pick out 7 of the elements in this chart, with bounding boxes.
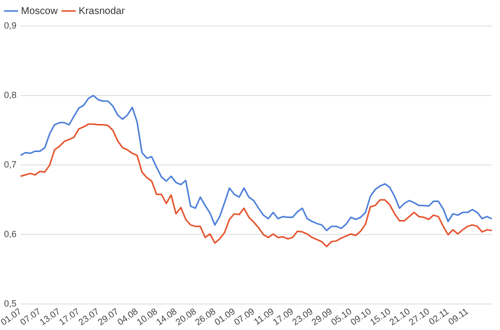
y-tick-label: 0,9 (4, 20, 17, 30)
legend-label: Krasnodar (78, 6, 126, 17)
y-tick-label: 0,6 (4, 229, 17, 240)
y-tick-label: 0,7 (4, 160, 17, 170)
y-tick-label: 0,5 (4, 298, 17, 309)
y-tick-label: 0,8 (4, 90, 17, 100)
legend-label: Moscow (21, 6, 58, 17)
